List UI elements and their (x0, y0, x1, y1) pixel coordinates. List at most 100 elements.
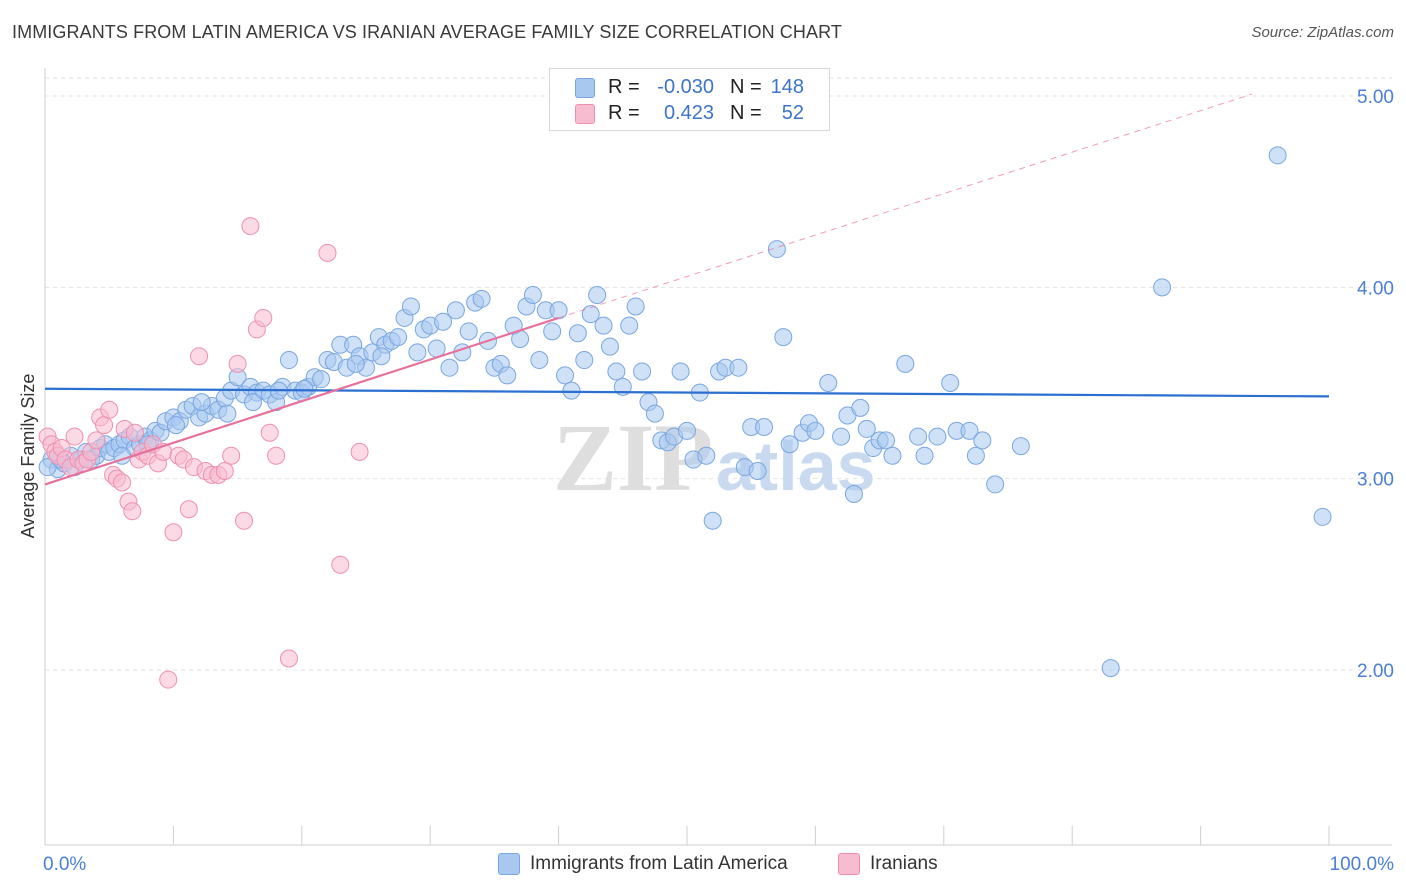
data-point-latin-america (844, 484, 863, 503)
data-point-latin-america (600, 337, 619, 356)
data-point-latin-america (562, 381, 581, 400)
data-point-iranians (95, 416, 114, 435)
data-point-latin-america (372, 347, 391, 366)
data-point-latin-america (575, 351, 594, 370)
bottom-legend: Immigrants from Latin America Iranians (0, 852, 1406, 878)
data-point-latin-america (192, 393, 211, 412)
legend-n-label: N = (730, 102, 762, 124)
legend: R = -0.030 N = 148 R = 0.423 N = 52 (549, 68, 830, 131)
data-point-latin-america (408, 343, 427, 362)
data-point-latin-america (166, 416, 185, 435)
trend-line-iranians-extended (558, 93, 1253, 319)
bottom-legend-swatch-blue (498, 853, 520, 875)
data-point-latin-america (218, 404, 237, 423)
data-point-latin-america (941, 374, 960, 392)
data-point-latin-america (877, 431, 896, 450)
data-point-latin-america (530, 351, 549, 370)
bottom-legend-label: Immigrants from Latin America (530, 853, 788, 874)
legend-r-value: 0.423 (663, 102, 714, 124)
y-tick-label: 2.00 (1357, 661, 1394, 682)
data-point-iranians (318, 243, 337, 262)
data-point-iranians (113, 473, 132, 492)
legend-r-label: R = (608, 102, 640, 124)
data-point-latin-america (883, 446, 902, 465)
legend-row-iranians: R = 0.423 N = 52 (550, 100, 829, 126)
data-point-latin-america (446, 301, 465, 320)
data-point-latin-america (915, 446, 934, 465)
data-point-iranians (125, 423, 144, 442)
x-tick-label: 0.0% (43, 854, 86, 875)
data-point-latin-america (678, 421, 696, 440)
data-point-latin-america (543, 322, 562, 341)
data-point-latin-america (244, 393, 263, 412)
data-point-latin-america (1153, 278, 1172, 297)
data-point-latin-america (312, 370, 331, 389)
tick-labels: 2.00 3.00 4.00 5.00 0.0% 100.0% (43, 87, 1394, 875)
data-point-latin-america (633, 362, 652, 381)
data-point-latin-america (1011, 437, 1030, 456)
data-point-iranians (267, 446, 286, 465)
legend-n-label: N = (730, 76, 762, 98)
data-point-latin-america (960, 421, 979, 440)
data-point-latin-america (401, 297, 420, 316)
data-point-iranians (331, 555, 350, 574)
data-point-latin-america (774, 328, 793, 347)
legend-row-latin-america: R = -0.030 N = 148 (550, 74, 829, 100)
data-point-latin-america (295, 379, 314, 398)
data-point-latin-america (1268, 146, 1287, 165)
data-point-latin-america (857, 419, 876, 438)
data-point-iranians (254, 308, 273, 327)
data-point-latin-america (434, 312, 453, 331)
data-point-iranians (190, 347, 209, 366)
data-point-latin-america (556, 366, 575, 385)
y-tick-label: 3.00 (1357, 470, 1394, 491)
data-point-latin-america (498, 366, 517, 385)
data-point-iranians (241, 217, 260, 236)
data-point-latin-america (607, 362, 626, 381)
series-iranians-points (38, 217, 369, 689)
data-point-latin-america (780, 435, 799, 454)
chart-title: IMMIGRANTS FROM LATIN AMERICA VS IRANIAN… (12, 22, 842, 42)
data-point-latin-america (973, 431, 992, 450)
data-point-iranians (164, 523, 183, 542)
chart-source: Source: ZipAtlas.com (1251, 24, 1394, 41)
data-point-iranians (87, 431, 106, 450)
legend-r-label: R = (608, 76, 640, 98)
data-point-latin-america (748, 462, 767, 481)
legend-n-value: 148 (770, 76, 804, 98)
data-point-latin-america (806, 421, 825, 440)
data-point-latin-america (459, 322, 478, 341)
bottom-legend-label: Iranians (870, 853, 938, 874)
data-point-iranians (100, 400, 119, 419)
data-point-latin-america (851, 398, 870, 417)
data-point-latin-america (389, 328, 408, 347)
data-point-latin-america (966, 446, 985, 465)
legend-swatch-pink (575, 104, 595, 124)
data-point-iranians (260, 423, 279, 442)
y-axis-label: Average Family Size (18, 374, 38, 539)
data-point-iranians (179, 500, 198, 519)
data-point-latin-america (832, 427, 851, 446)
data-point-latin-america (472, 289, 491, 308)
data-point-latin-america (440, 358, 459, 377)
y-tick-label: 5.00 (1357, 87, 1394, 108)
data-point-latin-america (346, 354, 365, 373)
data-point-iranians (123, 502, 142, 521)
bottom-legend-swatch-pink (838, 853, 860, 875)
trend-line-latin-america (44, 387, 1330, 398)
data-point-latin-america (896, 354, 915, 373)
data-point-latin-america (568, 324, 587, 343)
data-point-latin-america (581, 305, 600, 324)
data-point-latin-america (671, 362, 690, 381)
data-point-latin-america (279, 351, 298, 370)
data-point-iranians (159, 670, 178, 689)
data-point-latin-america (909, 427, 928, 446)
data-point-iranians (65, 427, 84, 446)
data-point-latin-america (588, 285, 607, 304)
data-point-latin-america (928, 427, 947, 446)
data-point-latin-america (729, 358, 748, 377)
data-point-latin-america (549, 301, 568, 320)
data-point-latin-america (1313, 507, 1332, 526)
data-point-latin-america (523, 285, 542, 304)
